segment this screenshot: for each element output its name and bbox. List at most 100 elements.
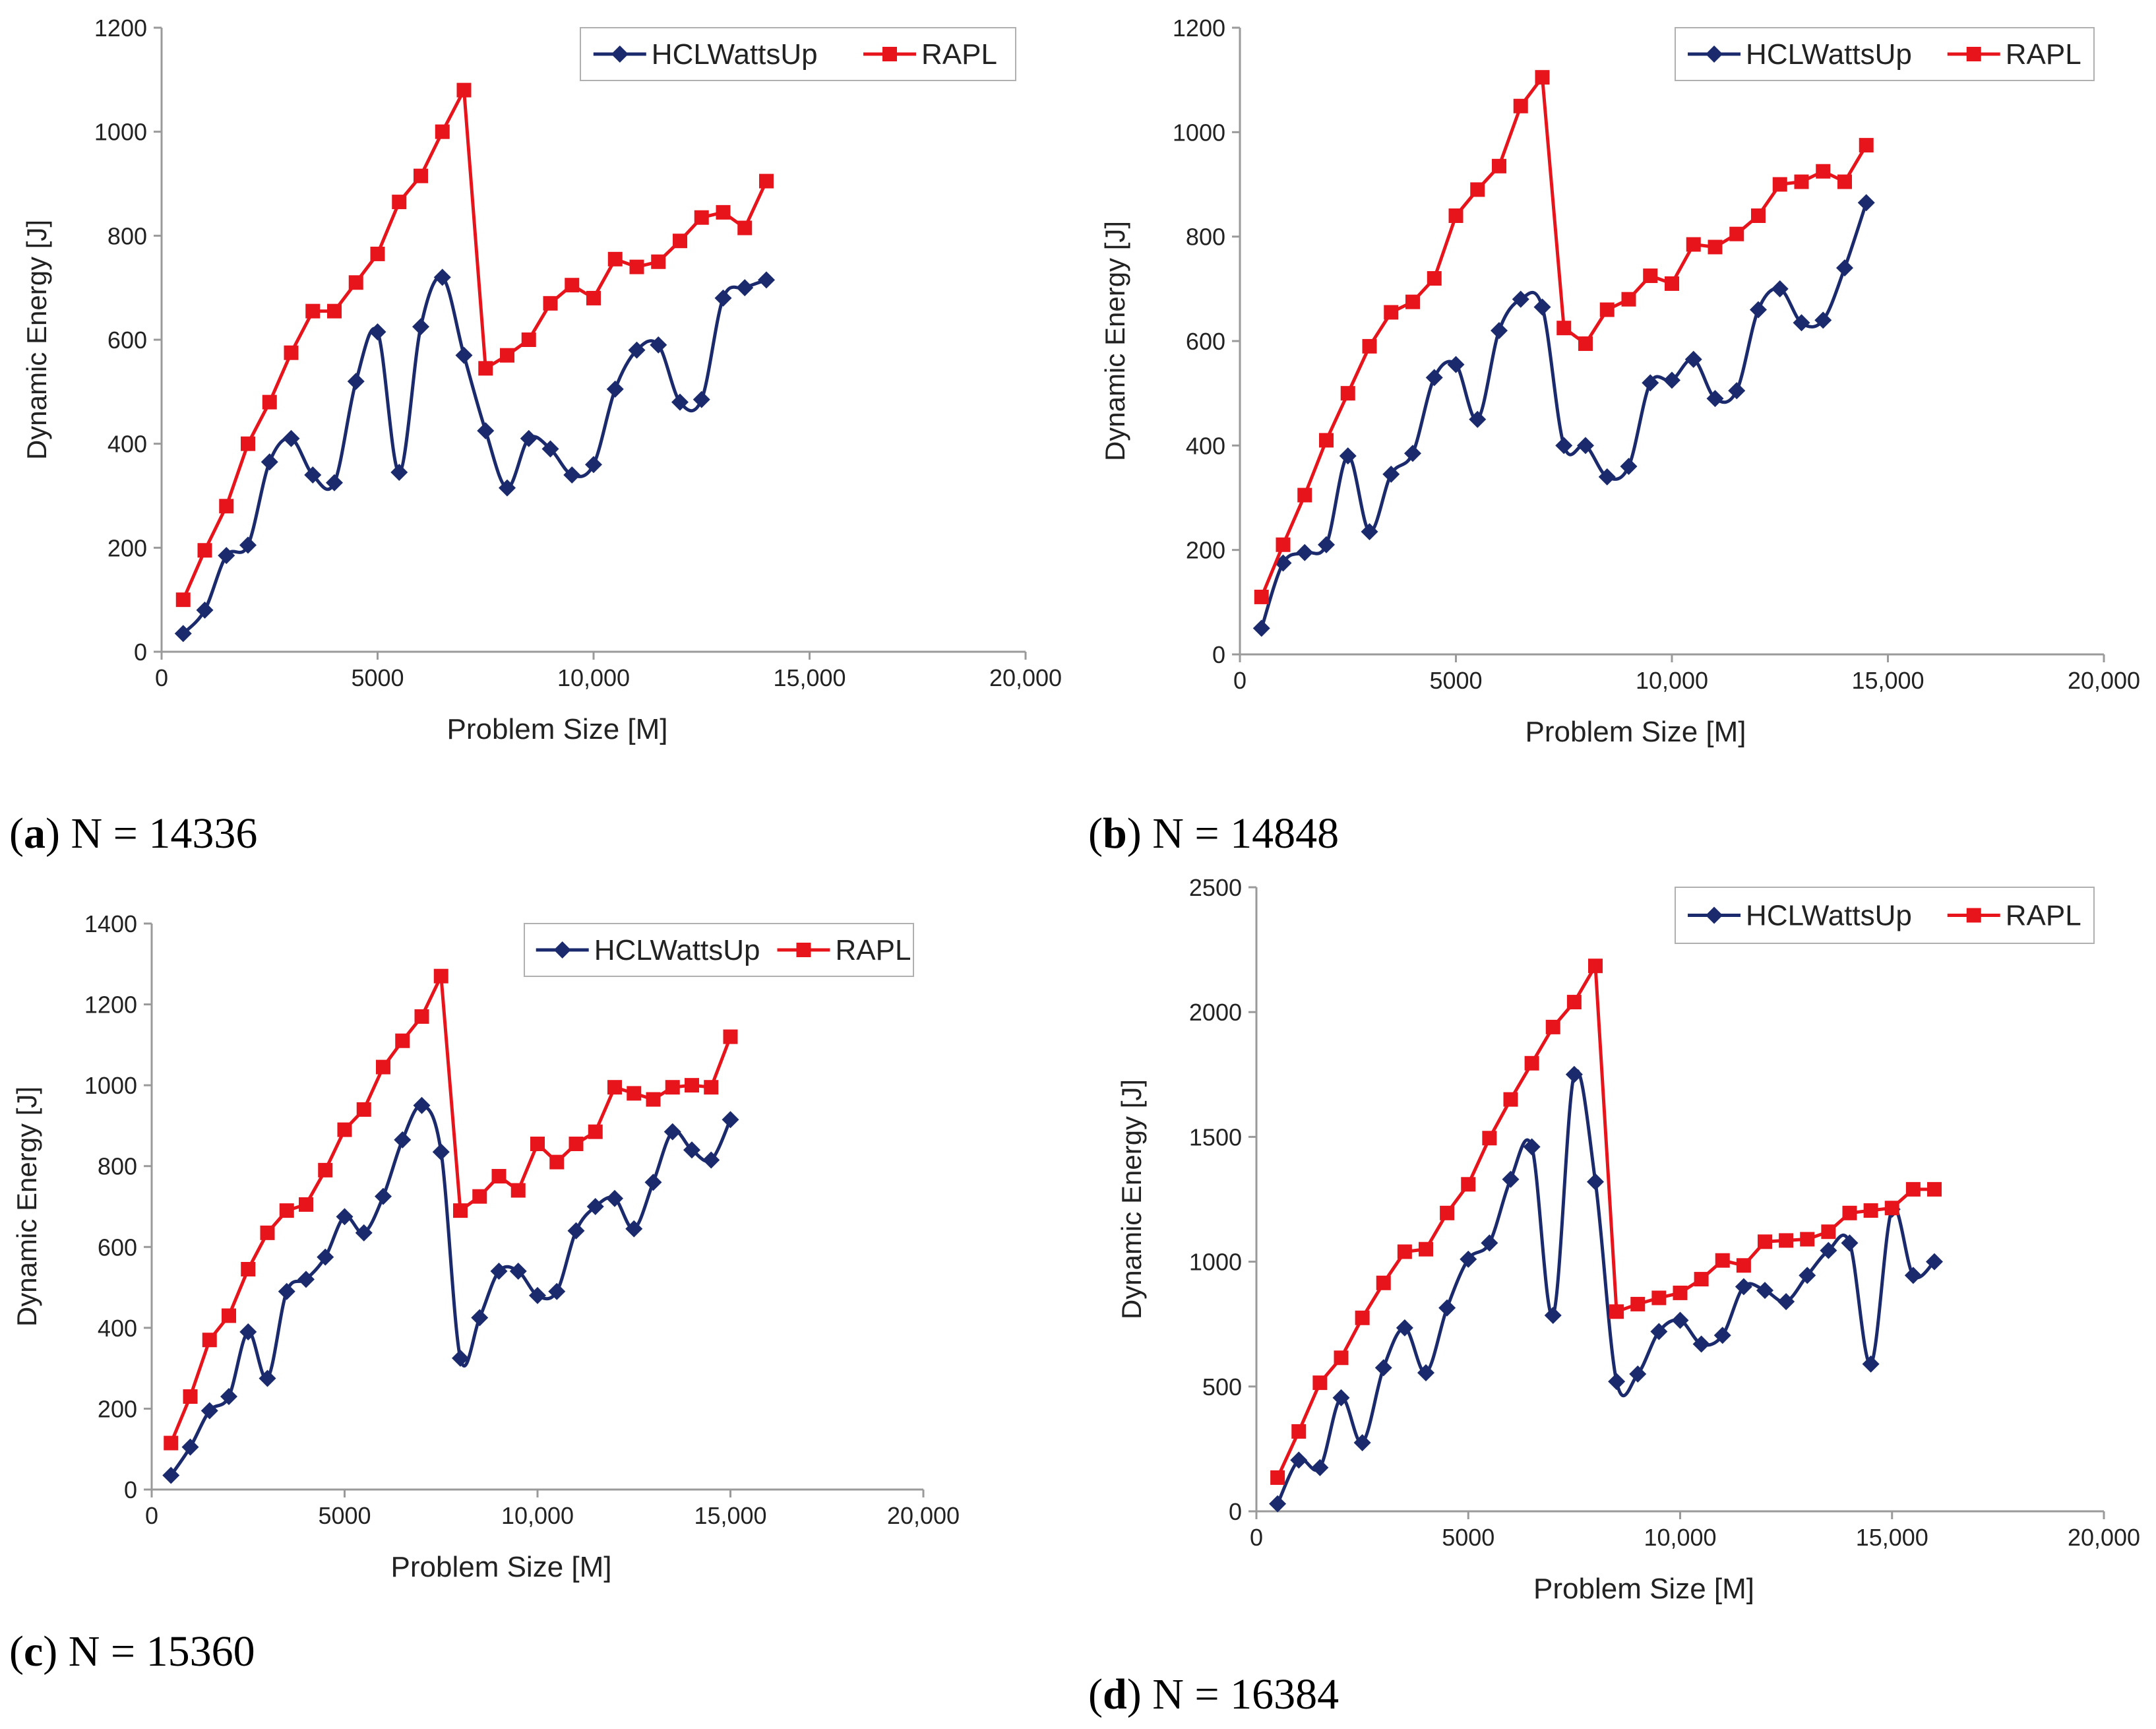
data-point xyxy=(758,271,775,289)
data-point xyxy=(1608,1373,1626,1391)
legend-box xyxy=(524,923,914,977)
data-point xyxy=(304,466,322,484)
data-point xyxy=(1587,1173,1604,1191)
series-line xyxy=(1260,75,1868,598)
data-point xyxy=(1863,1203,1878,1218)
caption-text: N = 14336 xyxy=(60,809,257,858)
data-point xyxy=(259,1369,276,1387)
data-point xyxy=(1482,1131,1497,1146)
data-point xyxy=(1793,314,1810,332)
square-marker-icon xyxy=(1966,47,1981,61)
diamond-marker-icon xyxy=(1706,46,1723,63)
data-point xyxy=(1427,271,1442,286)
data-point xyxy=(723,1029,738,1044)
data-point xyxy=(478,361,493,376)
data-point xyxy=(1355,1310,1370,1325)
series-hclwattsup xyxy=(1269,1065,1943,1513)
data-point xyxy=(392,195,407,210)
data-point xyxy=(530,1137,545,1152)
caption-text: N = 14848 xyxy=(1142,809,1339,858)
caption-letter: d xyxy=(1103,1670,1127,1718)
data-point xyxy=(1384,305,1399,320)
data-point xyxy=(1334,1350,1349,1366)
data-point xyxy=(375,1187,392,1205)
data-point xyxy=(278,1282,295,1300)
data-point xyxy=(1545,1019,1560,1034)
data-point xyxy=(714,289,732,307)
data-point xyxy=(1629,1365,1647,1383)
data-point xyxy=(1340,386,1355,401)
x-axis-label: Problem Size [M] xyxy=(391,1551,612,1583)
data-point xyxy=(241,436,255,451)
y-tick-label: 0 xyxy=(124,1476,137,1503)
data-point xyxy=(174,625,192,643)
legend: HCLWattsUp RAPL xyxy=(524,923,914,977)
data-point xyxy=(175,592,191,608)
series-line xyxy=(169,1104,732,1476)
data-point xyxy=(1663,371,1680,389)
data-point xyxy=(588,1124,603,1139)
y-tick-label: 600 xyxy=(98,1234,137,1261)
y-tick-label: 400 xyxy=(108,431,147,458)
data-point xyxy=(390,464,408,482)
data-point xyxy=(1533,298,1551,316)
data-point xyxy=(1438,1299,1456,1317)
data-point xyxy=(548,1282,566,1300)
y-axis-label: Dynamic Energy [J] xyxy=(1099,221,1130,461)
data-point xyxy=(1481,1234,1498,1252)
data-point xyxy=(586,290,601,305)
data-point xyxy=(1397,1244,1412,1259)
data-point xyxy=(305,303,321,319)
data-point xyxy=(1319,433,1334,448)
caption-letter: a xyxy=(24,809,46,858)
y-tick-label: 1000 xyxy=(1189,1249,1242,1276)
x-axis-label: Problem Size [M] xyxy=(447,713,668,745)
data-point xyxy=(1311,1459,1329,1476)
data-point xyxy=(433,968,448,984)
panel-caption: (d) N = 16384 xyxy=(1088,1670,1339,1718)
data-point xyxy=(1620,458,1638,475)
data-point xyxy=(394,1131,412,1148)
data-point xyxy=(222,1308,236,1323)
y-tick-label: 200 xyxy=(1186,537,1225,564)
data-point xyxy=(197,543,212,558)
data-point xyxy=(455,346,473,364)
x-tick-label: 10,000 xyxy=(1636,667,1708,694)
data-point xyxy=(1728,382,1746,400)
y-tick-label: 2000 xyxy=(1189,999,1242,1026)
legend: HCLWattsUp RAPL xyxy=(580,27,1016,81)
data-point xyxy=(452,1349,469,1367)
series-hclwattsup xyxy=(162,1096,739,1484)
data-point xyxy=(1821,1224,1836,1240)
data-point xyxy=(196,601,214,619)
data-point xyxy=(279,1203,294,1218)
data-point xyxy=(606,1189,623,1207)
data-point xyxy=(164,1435,179,1451)
data-point xyxy=(491,1169,507,1184)
data-point xyxy=(1269,1495,1287,1513)
data-point xyxy=(1556,321,1572,336)
square-marker-icon xyxy=(1966,908,1981,923)
legend-label: RAPL xyxy=(2006,900,2081,932)
data-point xyxy=(1651,1290,1667,1305)
data-point xyxy=(1425,369,1443,387)
data-point xyxy=(704,1080,719,1095)
y-tick-label: 0 xyxy=(1229,1498,1242,1525)
data-point xyxy=(1417,1364,1434,1381)
data-point xyxy=(625,1220,643,1238)
data-point xyxy=(1599,302,1615,317)
data-point xyxy=(1756,1282,1773,1300)
legend-label: HCLWattsUp xyxy=(594,934,760,966)
data-point xyxy=(1491,322,1508,340)
data-point xyxy=(646,1092,661,1107)
data-point xyxy=(181,1438,199,1456)
x-tick-label: 10,000 xyxy=(1644,1524,1716,1551)
data-point xyxy=(433,268,451,286)
data-point xyxy=(472,1189,487,1204)
data-point xyxy=(1524,1055,1539,1071)
chart-panel-d: 0 500 1000 1500 2000 2500 0 5000 10,000 15,000 20,… xyxy=(1088,874,2140,1718)
x-tick-label: 15,000 xyxy=(1851,667,1924,694)
data-point xyxy=(317,1248,334,1266)
data-point xyxy=(1799,1267,1816,1284)
data-point xyxy=(1884,1201,1899,1216)
